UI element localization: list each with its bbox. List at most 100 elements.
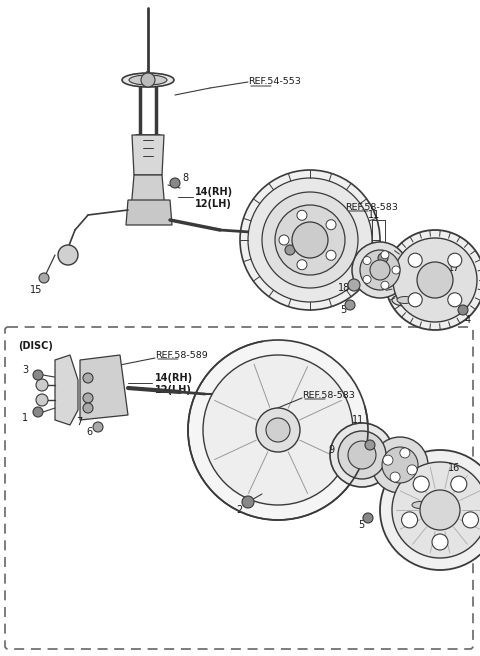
Text: 12(LH): 12(LH) <box>155 385 192 395</box>
Circle shape <box>360 250 400 290</box>
Ellipse shape <box>122 73 174 87</box>
Polygon shape <box>55 355 78 425</box>
Ellipse shape <box>397 297 413 304</box>
Circle shape <box>378 253 388 263</box>
Ellipse shape <box>392 294 418 306</box>
Text: 7: 7 <box>76 417 82 427</box>
Circle shape <box>345 300 355 310</box>
Text: 14(RH): 14(RH) <box>155 373 193 383</box>
Text: REF.54-553: REF.54-553 <box>248 77 301 87</box>
Circle shape <box>330 423 394 487</box>
Ellipse shape <box>129 75 167 85</box>
Circle shape <box>36 379 48 391</box>
Text: 17: 17 <box>448 263 460 273</box>
Circle shape <box>370 260 390 280</box>
Circle shape <box>432 534 448 550</box>
Circle shape <box>413 476 429 492</box>
Circle shape <box>93 422 103 432</box>
Circle shape <box>256 408 300 452</box>
Circle shape <box>352 242 408 298</box>
Circle shape <box>58 245 78 265</box>
Text: 13: 13 <box>355 435 367 445</box>
Circle shape <box>462 512 479 528</box>
Circle shape <box>363 256 371 264</box>
Text: 6: 6 <box>86 427 92 437</box>
Circle shape <box>380 450 480 570</box>
Text: 5: 5 <box>340 305 346 315</box>
Text: 16: 16 <box>448 463 460 473</box>
Circle shape <box>363 276 371 283</box>
Circle shape <box>420 490 460 530</box>
Circle shape <box>385 230 480 330</box>
Circle shape <box>275 205 345 275</box>
Circle shape <box>242 496 254 508</box>
Polygon shape <box>126 200 172 225</box>
Circle shape <box>451 476 467 492</box>
Circle shape <box>383 455 393 465</box>
Text: 15: 15 <box>30 285 42 295</box>
Circle shape <box>338 431 386 479</box>
Text: 18: 18 <box>338 283 350 293</box>
Text: REF.58-589: REF.58-589 <box>155 350 208 359</box>
Circle shape <box>297 260 307 270</box>
Text: 10: 10 <box>415 293 427 303</box>
Polygon shape <box>131 175 165 210</box>
Circle shape <box>292 222 328 258</box>
Circle shape <box>170 178 180 188</box>
Text: 4: 4 <box>465 315 471 325</box>
Circle shape <box>36 394 48 406</box>
Circle shape <box>458 305 468 315</box>
Circle shape <box>33 370 43 380</box>
Circle shape <box>392 462 480 558</box>
Circle shape <box>348 441 376 469</box>
Circle shape <box>400 448 410 458</box>
Circle shape <box>297 211 307 220</box>
Circle shape <box>402 512 418 528</box>
Ellipse shape <box>412 501 428 508</box>
Circle shape <box>83 393 93 403</box>
Circle shape <box>382 447 418 483</box>
Circle shape <box>248 178 372 302</box>
Circle shape <box>381 251 389 258</box>
Text: 6: 6 <box>278 258 284 268</box>
Circle shape <box>188 340 368 520</box>
Circle shape <box>372 437 428 493</box>
Circle shape <box>408 293 422 307</box>
Circle shape <box>407 465 417 475</box>
Circle shape <box>285 245 295 255</box>
Text: 14(RH): 14(RH) <box>195 187 233 197</box>
Circle shape <box>392 266 400 274</box>
Text: 11: 11 <box>368 210 380 220</box>
Circle shape <box>83 403 93 413</box>
Text: (DISC): (DISC) <box>18 341 53 351</box>
Circle shape <box>326 251 336 260</box>
Circle shape <box>326 220 336 230</box>
Circle shape <box>393 238 477 322</box>
Polygon shape <box>132 135 164 175</box>
Circle shape <box>240 170 380 310</box>
Circle shape <box>408 253 422 267</box>
Circle shape <box>390 472 400 482</box>
Circle shape <box>381 281 389 289</box>
Text: 9: 9 <box>328 445 334 455</box>
Circle shape <box>262 192 358 288</box>
Ellipse shape <box>407 499 433 511</box>
Circle shape <box>365 440 375 450</box>
Circle shape <box>203 355 353 505</box>
Text: REF.58-583: REF.58-583 <box>302 390 355 400</box>
Text: 8: 8 <box>182 173 188 183</box>
Text: 13: 13 <box>373 245 385 255</box>
Circle shape <box>448 293 462 307</box>
Text: 10: 10 <box>430 493 442 503</box>
Text: REF.58-583: REF.58-583 <box>345 203 398 211</box>
Circle shape <box>279 235 289 245</box>
Text: 5: 5 <box>358 520 364 530</box>
Text: 11: 11 <box>352 415 364 425</box>
Text: 1: 1 <box>22 413 28 423</box>
Circle shape <box>348 279 360 291</box>
Text: 2: 2 <box>236 505 242 515</box>
Circle shape <box>266 418 290 442</box>
Circle shape <box>33 407 43 417</box>
Circle shape <box>83 373 93 383</box>
Circle shape <box>417 262 453 298</box>
